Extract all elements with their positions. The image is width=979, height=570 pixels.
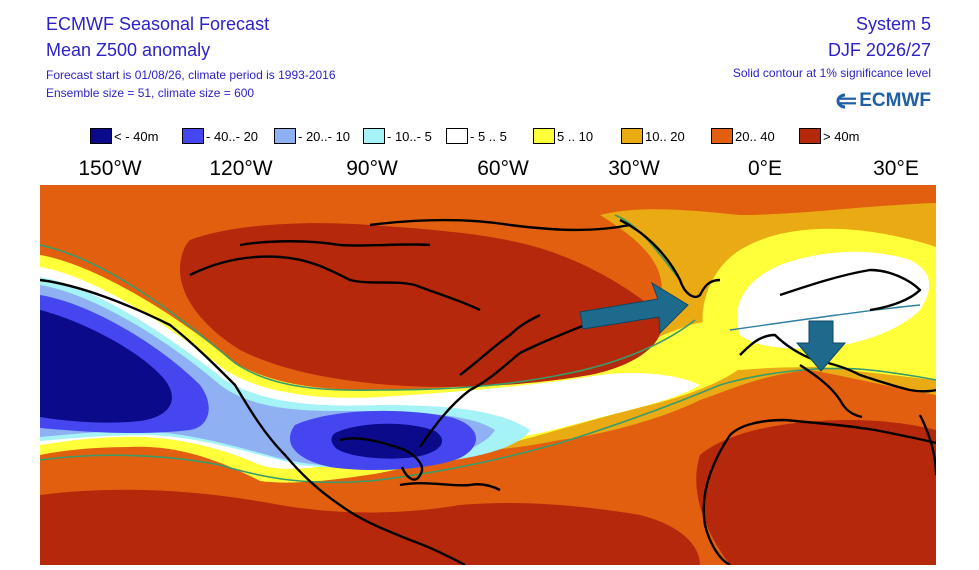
legend-label: 10.. 20 bbox=[645, 128, 685, 144]
legend-item: 10.. 20 bbox=[621, 127, 685, 145]
legend-item: - 20..- 10 bbox=[274, 127, 350, 145]
legend-item: > 40m bbox=[799, 127, 860, 145]
longitude-label: 90°W bbox=[346, 157, 398, 180]
longitude-label: 150°W bbox=[78, 157, 142, 180]
longitude-label: 60°W bbox=[477, 157, 529, 180]
legend-item: 20.. 40 bbox=[711, 127, 775, 145]
legend-label: 20.. 40 bbox=[735, 128, 775, 144]
coastlines bbox=[40, 218, 936, 565]
legend-item: - 5 .. 5 bbox=[446, 127, 507, 145]
system-label: System 5 bbox=[855, 14, 931, 34]
significance-contour bbox=[40, 244, 696, 392]
significance-contour bbox=[729, 304, 921, 331]
legend-swatch bbox=[363, 128, 385, 144]
logo-text: ECMWF bbox=[859, 90, 931, 111]
anomaly-region-above-40 bbox=[696, 420, 936, 565]
legend-label: - 20..- 10 bbox=[298, 128, 351, 144]
legend-label: 5 .. 10 bbox=[557, 128, 594, 144]
anomaly-map bbox=[40, 185, 936, 565]
longitude-label: 30°E bbox=[873, 157, 919, 180]
longitude-labels: 150°W 120°W 90°W 60°W 30°W 0°E 30°E bbox=[0, 157, 979, 183]
longitude-label: 120°W bbox=[209, 157, 273, 180]
legend-item: - 10..- 5 bbox=[363, 127, 432, 145]
longitude-label: 0°E bbox=[747, 157, 783, 180]
significance-contour bbox=[40, 367, 936, 484]
forecast-info: Forecast start is 01/08/26, climate peri… bbox=[46, 68, 336, 82]
anomaly-region-below-minus40 bbox=[40, 310, 172, 423]
arrow-east-icon bbox=[579, 281, 689, 335]
anomaly-region-above-40 bbox=[180, 223, 662, 387]
legend-swatch bbox=[274, 128, 296, 144]
legend-swatch bbox=[182, 128, 204, 144]
anomaly-region-neutral bbox=[736, 251, 930, 349]
legend-label: - 5 .. 5 bbox=[470, 128, 507, 144]
legend-item: < - 40m bbox=[90, 127, 158, 145]
anomaly-region-below-minus40 bbox=[331, 423, 443, 459]
legend-swatch bbox=[799, 128, 821, 144]
legend-item: 5 .. 10 bbox=[533, 127, 593, 145]
significance-note: Solid contour at 1% significance level bbox=[732, 66, 931, 80]
anomaly-region-above-40 bbox=[40, 489, 700, 565]
legend-label: < - 40m bbox=[114, 128, 159, 144]
legend-swatch bbox=[711, 128, 733, 144]
ensemble-info: Ensemble size = 51, climate size = 600 bbox=[46, 86, 255, 100]
longitude-label: 30°W bbox=[608, 157, 660, 180]
legend-swatch bbox=[533, 128, 555, 144]
ecmwf-logo: ECMWF bbox=[834, 90, 931, 112]
season-label: DJF 2026/27 bbox=[827, 40, 931, 60]
legend-label: - 40..- 20 bbox=[206, 128, 259, 144]
legend-swatch bbox=[90, 128, 112, 144]
color-legend: < - 40m - 40..- 20 - 20..- 10 - 10..- 5 … bbox=[90, 127, 910, 145]
legend-label: - 10..- 5 bbox=[387, 128, 432, 144]
legend-item: - 40..- 20 bbox=[182, 127, 258, 145]
subtitle: Mean Z500 anomaly bbox=[46, 40, 211, 60]
legend-swatch bbox=[621, 128, 643, 144]
significance-contour bbox=[614, 214, 681, 281]
title: ECMWF Seasonal Forecast bbox=[46, 14, 270, 34]
legend-swatch bbox=[446, 128, 468, 144]
ecmwf-logo-icon bbox=[836, 93, 857, 109]
legend-label: > 40m bbox=[823, 128, 860, 144]
arrow-south-icon bbox=[795, 320, 847, 372]
